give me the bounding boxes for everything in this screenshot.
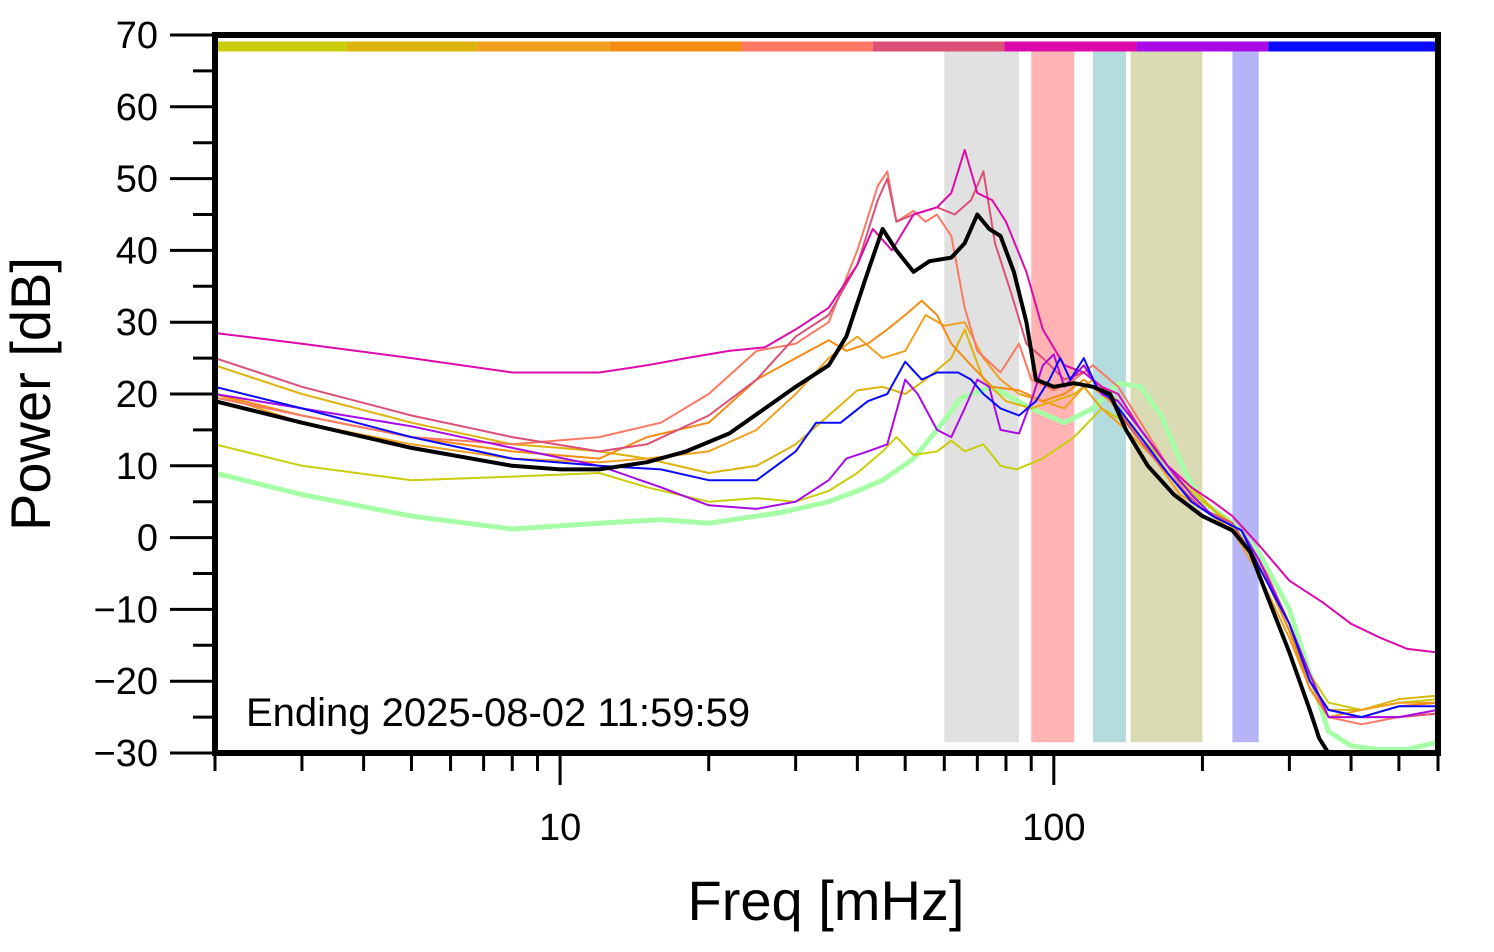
series-line-8 — [215, 353, 1438, 719]
y-tick-label: 60 — [116, 87, 158, 129]
y-tick-label: 70 — [116, 15, 158, 57]
color-bar-segment-3 — [609, 41, 742, 52]
x-tick-label: 10 — [539, 807, 581, 849]
y-tick-label: −30 — [94, 733, 158, 775]
color-bar-segment-4 — [741, 41, 873, 52]
series-line-7 — [215, 148, 1438, 654]
color-bar — [215, 41, 1438, 52]
color-bar-segment-8 — [1268, 41, 1438, 52]
y-tick-label: 50 — [116, 159, 158, 201]
y-tick-label: 10 — [116, 446, 158, 488]
color-bar-segment-5 — [872, 41, 1005, 52]
spectrum-series — [215, 148, 1438, 753]
y-axis: 70 60 50 40 30 20 10 0 −10 −20 −30 — [94, 15, 215, 775]
color-bar-segment-7 — [1136, 41, 1269, 52]
band-4 — [1232, 45, 1259, 743]
y-tick-label: 20 — [116, 374, 158, 416]
series-line-9 — [215, 357, 1438, 719]
color-bar-segment-2 — [477, 41, 610, 52]
y-tick-label: −10 — [94, 589, 158, 631]
x-axis: 10 100 — [213, 753, 1440, 849]
color-bar-segment-6 — [1004, 41, 1137, 52]
y-tick-label: 0 — [137, 518, 158, 560]
x-tick-label: 100 — [1022, 807, 1085, 849]
series-line-10 — [215, 212, 1331, 753]
y-tick-label: −20 — [94, 661, 158, 703]
y-tick-label: 30 — [116, 302, 158, 344]
band-1 — [1031, 45, 1075, 743]
color-bar-segment-1 — [346, 41, 478, 52]
y-tick-label: 40 — [116, 230, 158, 272]
color-bar-segment-0 — [215, 41, 347, 52]
annotation-ending-time: Ending 2025-08-02 11:59:59 — [246, 691, 750, 735]
x-axis-title: Freq [mHz] — [688, 869, 965, 932]
band-3 — [1130, 45, 1203, 743]
y-axis-title: Power [dB] — [0, 257, 62, 531]
